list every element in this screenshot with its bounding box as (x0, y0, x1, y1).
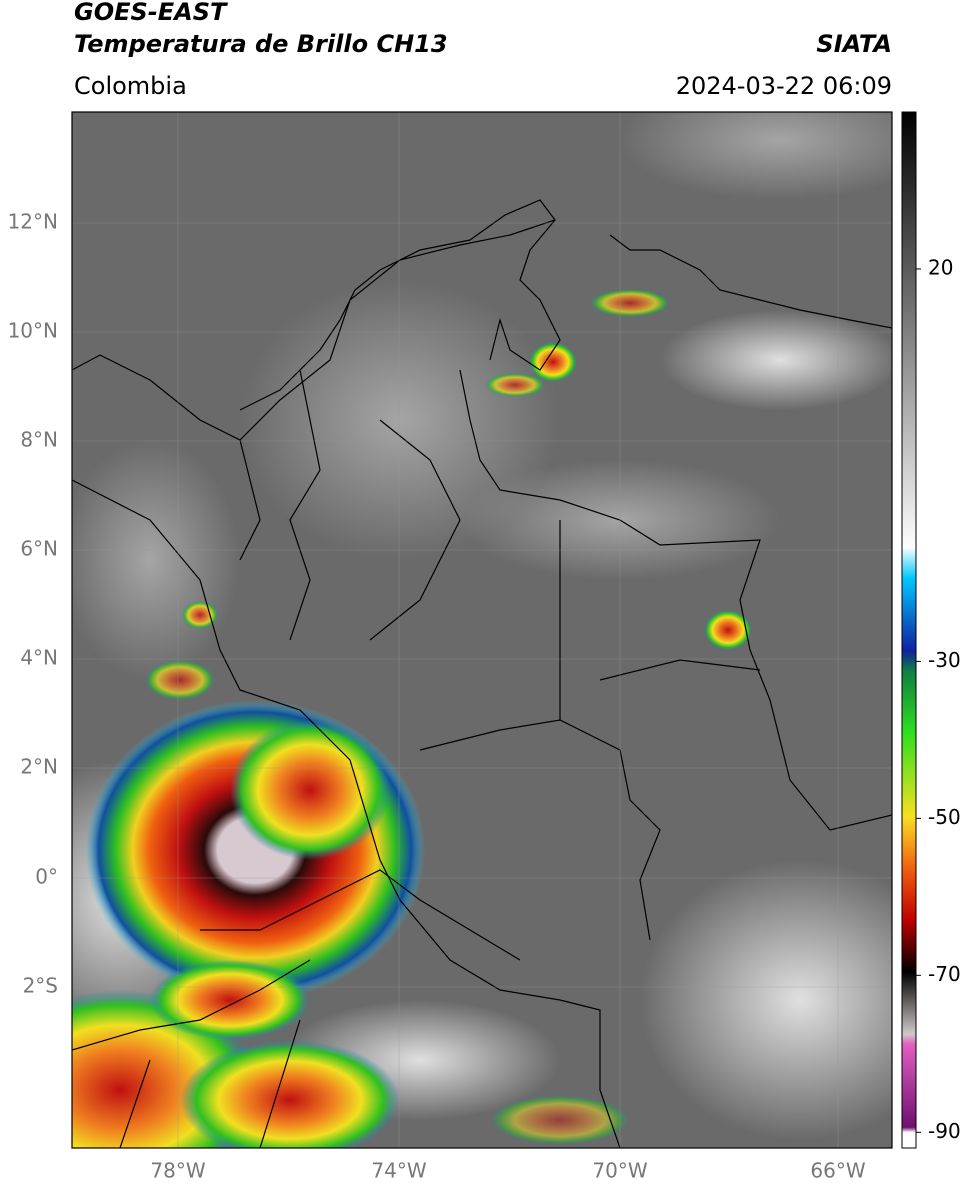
colorbar-tick-label: -30 (928, 648, 961, 672)
colorbar (901, 111, 917, 1149)
lat-label: 4°N (20, 646, 58, 670)
lon-label: 78°W (150, 1159, 205, 1183)
colorbar-tick-label: -90 (928, 1119, 961, 1143)
satellite-image (72, 112, 892, 1148)
title: GOES-EAST (74, 0, 228, 26)
colorbar-tick-label: 20 (928, 255, 953, 279)
region: Colombia (74, 72, 187, 100)
lat-label: 2°N (20, 755, 58, 779)
graticule (72, 112, 892, 1148)
lon-label: 66°W (810, 1159, 865, 1183)
source: SIATA (816, 30, 892, 58)
colorbar-tick-label: -70 (928, 962, 961, 986)
lon-label: 74°W (371, 1159, 426, 1183)
lat-label: 8°N (20, 428, 58, 452)
timestamp: 2024-03-22 06:09 (676, 72, 892, 100)
colorbar-tick-label: -50 (928, 805, 961, 829)
lat-label: 0° (35, 865, 58, 889)
map-frame (71, 111, 893, 1149)
lat-label: 12°N (8, 210, 58, 234)
lat-label: 10°N (8, 319, 58, 343)
subtitle: Temperatura de Brillo CH13 (74, 30, 448, 58)
lat-label: 2°S (23, 974, 58, 998)
lat-label: 6°N (20, 537, 58, 561)
lon-label: 70°W (592, 1159, 647, 1183)
